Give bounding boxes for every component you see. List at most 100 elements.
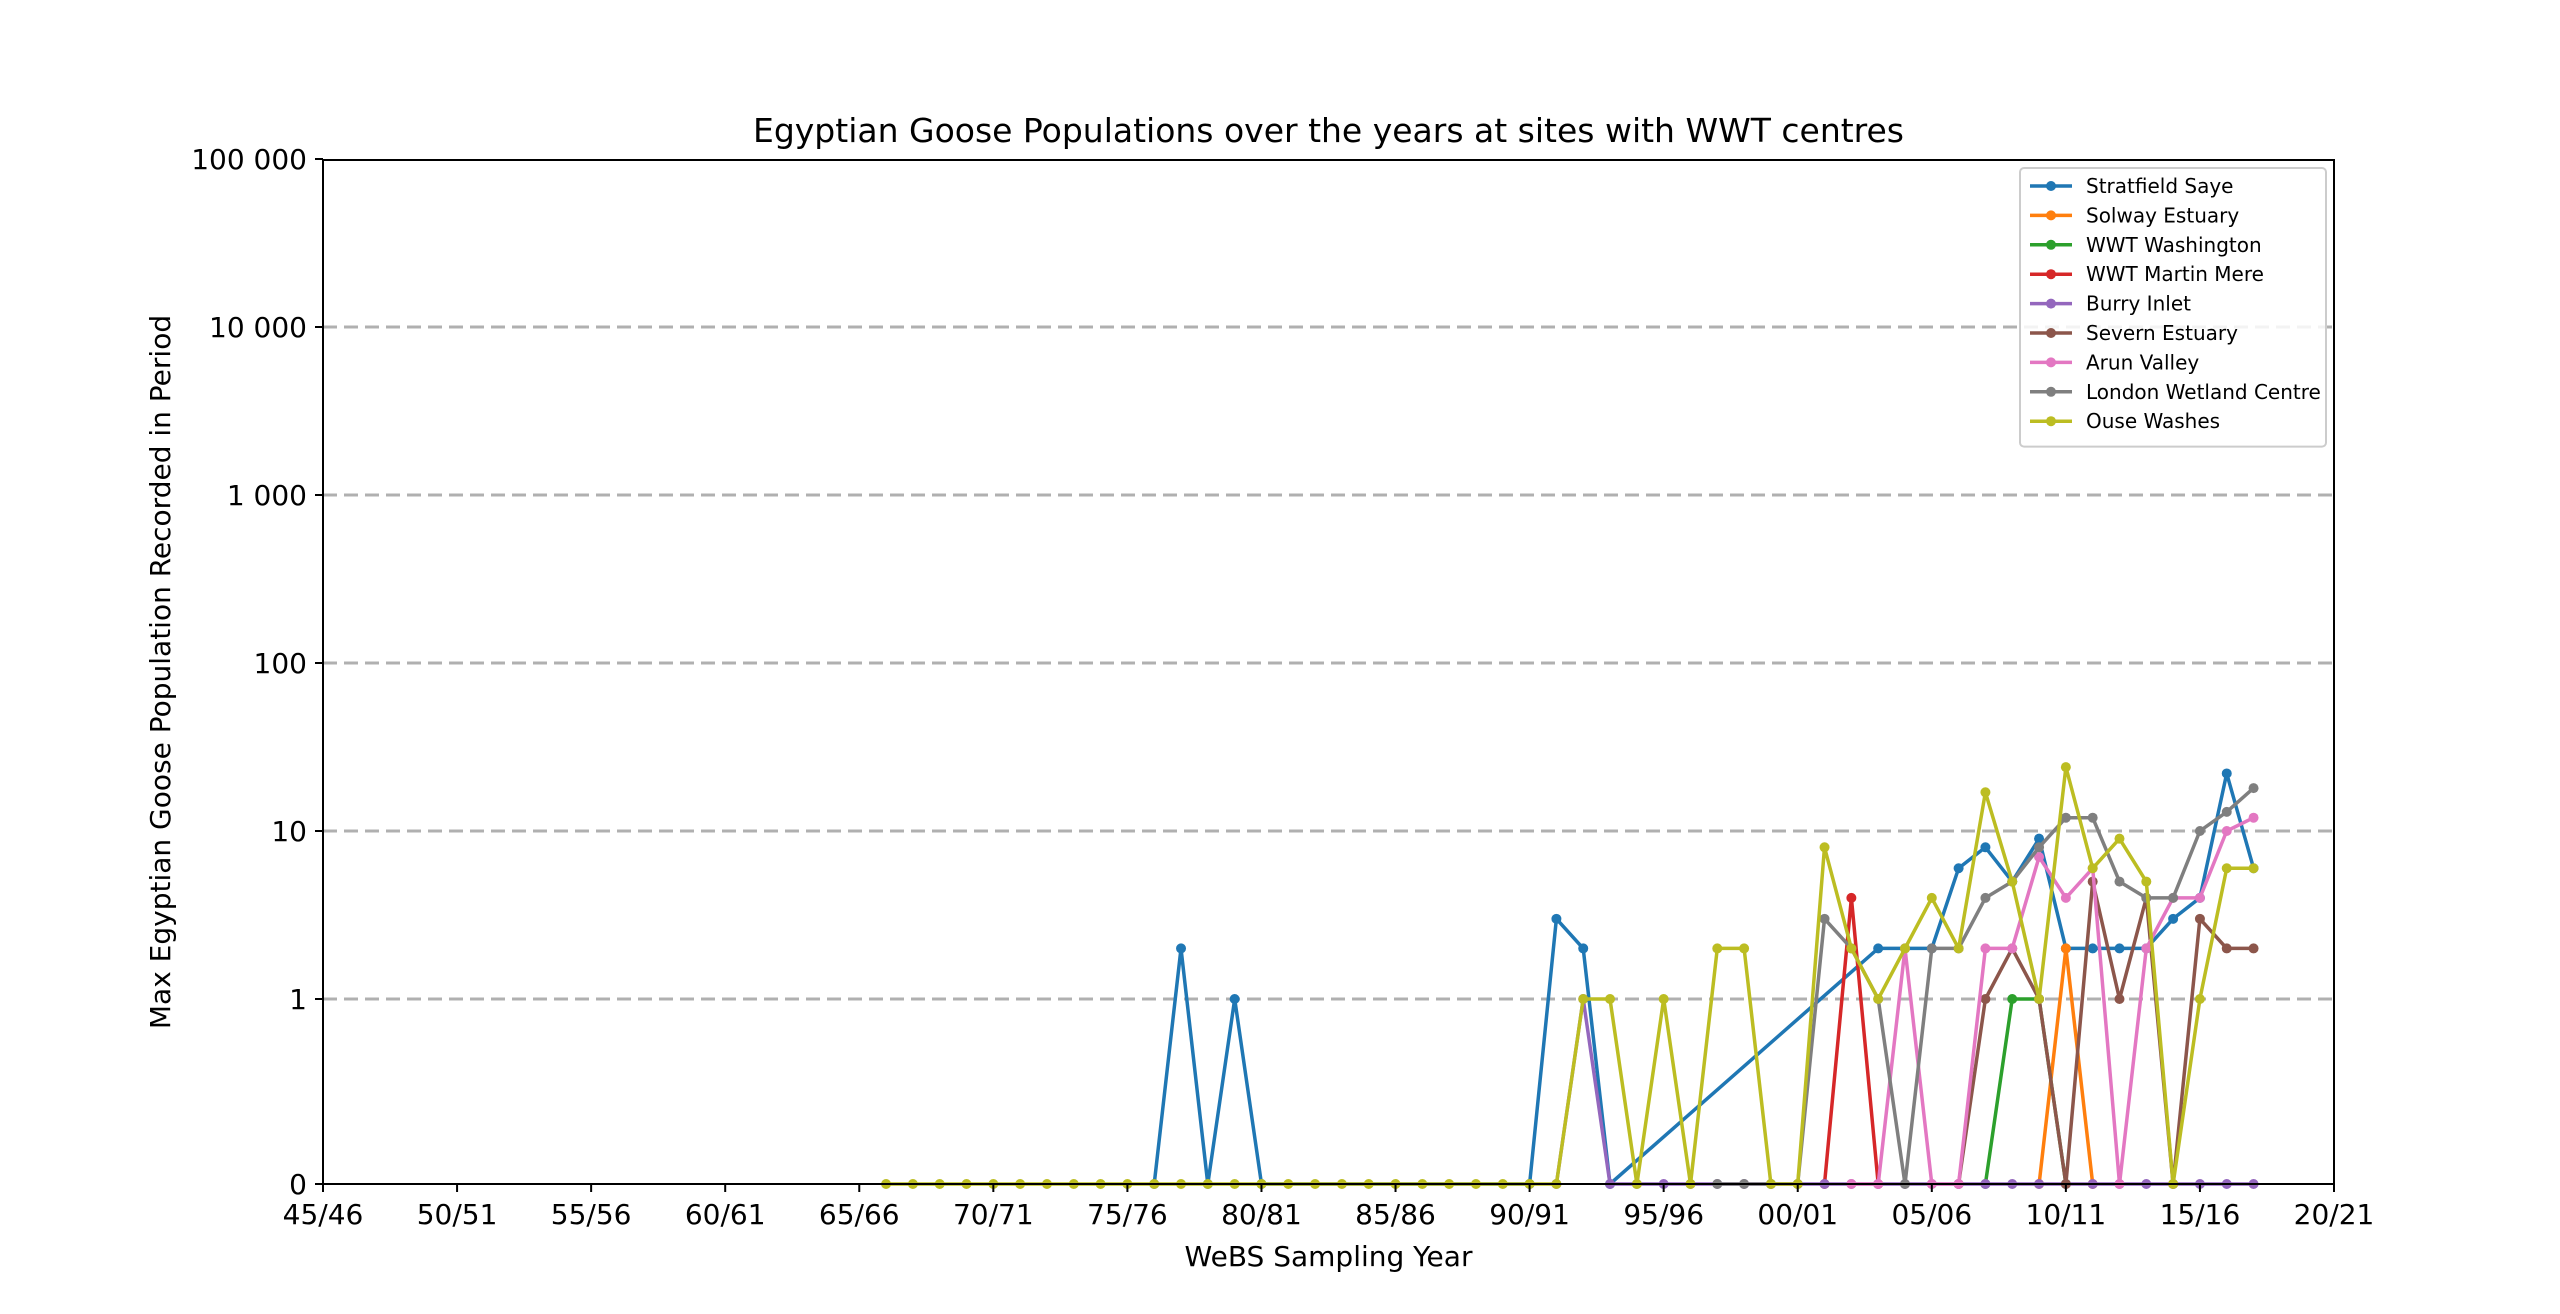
legend-label: WWT Washington xyxy=(2086,233,2262,257)
legend-swatch-marker xyxy=(2046,239,2056,250)
data-point xyxy=(2087,863,2098,874)
data-point xyxy=(2034,833,2045,844)
data-point xyxy=(2060,762,2071,773)
data-point xyxy=(1605,994,1616,1004)
data-point xyxy=(2248,863,2259,874)
legend-item: WWT Martin Mere xyxy=(2030,262,2264,286)
data-point xyxy=(1873,943,1884,954)
y-tick-label: 100 000 xyxy=(191,143,307,176)
data-point xyxy=(2194,994,2205,1004)
data-point xyxy=(1980,892,1991,903)
x-tick-label: 20/21 xyxy=(2294,1198,2375,1231)
series-ouse-washes xyxy=(881,762,2259,1189)
data-point xyxy=(2248,783,2259,794)
data-point xyxy=(2114,833,2125,844)
data-point xyxy=(2194,913,2205,924)
data-point xyxy=(2114,943,2125,954)
data-point xyxy=(1658,994,1669,1004)
x-tick-label: 95/96 xyxy=(1623,1198,1704,1231)
x-tick-label: 90/91 xyxy=(1489,1198,1570,1231)
data-point xyxy=(2060,892,2071,903)
legend-swatch-marker xyxy=(2046,357,2056,368)
y-tick-label: 100 xyxy=(254,647,307,680)
x-tick-label: 45/46 xyxy=(283,1198,364,1231)
x-tick-label: 15/16 xyxy=(2160,1198,2241,1231)
legend: Stratfield Saye Solway Estuary WWT Washing… xyxy=(2019,167,2327,448)
data-point xyxy=(2221,768,2232,779)
legend-label: London Wetland Centre xyxy=(2086,380,2321,404)
plot-area-frame xyxy=(322,159,2335,1185)
legend-item: Burry Inlet xyxy=(2030,292,2191,316)
x-tick-label: 65/66 xyxy=(819,1198,900,1231)
data-point xyxy=(2087,812,2098,823)
legend-box xyxy=(2019,167,2327,448)
legend-item: WWT Washington xyxy=(2030,233,2262,257)
legend-label: WWT Martin Mere xyxy=(2086,262,2264,286)
legend-swatch-marker xyxy=(2046,210,2056,221)
series-line xyxy=(1822,896,1880,1185)
data-point xyxy=(1899,943,1910,954)
data-point xyxy=(2248,943,2259,954)
data-point xyxy=(1980,787,1991,798)
data-point xyxy=(2194,826,2205,836)
data-point xyxy=(2007,876,2018,887)
data-point xyxy=(2141,943,2152,954)
chart-title: Egyptian Goose Populations over the year… xyxy=(753,111,1904,150)
legend-item: Severn Estuary xyxy=(2030,321,2238,345)
data-point xyxy=(1229,994,1240,1004)
x-tick-label: 85/86 xyxy=(1355,1198,1436,1231)
data-point xyxy=(1712,943,1723,954)
y-axis-label: Max Egyptian Goose Population Recorded i… xyxy=(144,315,177,1029)
data-point xyxy=(1980,842,1991,853)
data-point xyxy=(1578,943,1589,954)
y-tick-label: 10 000 xyxy=(209,311,307,344)
data-point xyxy=(2221,806,2232,817)
x-tick-label: 70/71 xyxy=(953,1198,1034,1231)
legend-swatch-marker xyxy=(2046,328,2056,338)
series-burry-inlet xyxy=(1551,994,2259,1189)
legend-swatch-marker xyxy=(2046,416,2056,427)
data-point xyxy=(2221,863,2232,874)
y-tick-label: 10 xyxy=(271,815,307,848)
data-point xyxy=(2221,826,2232,836)
data-point xyxy=(1926,892,1937,903)
x-tick-label: 50/51 xyxy=(417,1198,498,1231)
data-point xyxy=(1819,842,1830,853)
legend-label: Burry Inlet xyxy=(2086,292,2191,316)
x-tick-label: 10/11 xyxy=(2026,1198,2107,1231)
data-point xyxy=(1953,943,1964,954)
y-tick-label: 1 000 xyxy=(227,479,307,512)
legend-label: Solway Estuary xyxy=(2086,203,2239,227)
legend-item: Arun Valley xyxy=(2030,350,2199,374)
x-tick-label: 05/06 xyxy=(1891,1198,1972,1231)
data-point xyxy=(2034,852,2045,863)
data-point xyxy=(2114,994,2125,1004)
x-tick-label: 80/81 xyxy=(1221,1198,1302,1231)
legend-label: Arun Valley xyxy=(2086,350,2199,374)
series-line xyxy=(1956,879,2254,1186)
x-axis-label: WeBS Sampling Year xyxy=(1185,1240,1473,1273)
data-point xyxy=(1980,994,1991,1004)
data-point xyxy=(2087,943,2098,954)
data-point xyxy=(2007,994,2018,1004)
legend-swatch-marker xyxy=(2046,269,2056,280)
data-point xyxy=(2060,943,2071,954)
data-point xyxy=(1873,994,1884,1004)
data-point xyxy=(1739,943,1750,954)
y-axis: 0 1 10 100 1 000 10 000 100 000 xyxy=(191,143,323,1201)
legend-label: Severn Estuary xyxy=(2086,321,2238,345)
y-tick-label: 1 xyxy=(289,983,307,1016)
legend-item: Ouse Washes xyxy=(2030,409,2220,433)
data-point xyxy=(2248,812,2259,823)
data-point xyxy=(1551,913,1562,924)
data-point xyxy=(2141,876,2152,887)
data-point xyxy=(2034,994,2045,1004)
y-tick-label: 0 xyxy=(289,1168,307,1201)
x-tick-label: 75/76 xyxy=(1087,1198,1168,1231)
data-point xyxy=(2060,812,2071,823)
data-point xyxy=(2194,892,2205,903)
data-point xyxy=(1819,913,1830,924)
data-point xyxy=(1846,892,1857,903)
x-axis: 45/46 50/51 55/56 60/61 65/66 70/71 75/76 80/81… xyxy=(283,1184,2375,1231)
data-point xyxy=(2114,876,2125,887)
